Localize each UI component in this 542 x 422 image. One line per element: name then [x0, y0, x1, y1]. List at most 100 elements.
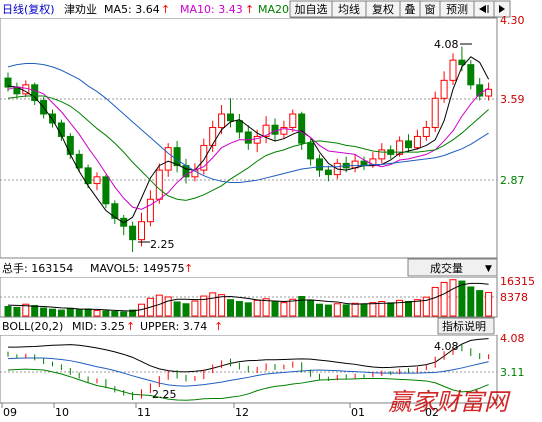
- candle-body: [66, 135, 74, 155]
- volume-bar: [431, 286, 439, 317]
- stock-name: 津劝业: [64, 2, 97, 16]
- toolbar-button-label: 复权: [372, 2, 394, 16]
- toolbar-button-2[interactable]: 复权: [365, 0, 401, 18]
- x-tick-label: 01: [351, 406, 365, 419]
- toolbar: 加自选 均线 复权叠窗预测: [289, 0, 511, 18]
- volume-indicator-dropdown[interactable]: [407, 258, 498, 277]
- toolbar-button-1[interactable]: 均线: [331, 0, 367, 18]
- boll-ytick-high: 4.08: [500, 332, 525, 345]
- volume-bar: [449, 279, 457, 317]
- ma10-label: MA10: 3.43: [180, 3, 243, 16]
- candle: [476, 78, 484, 101]
- volume-bar: [102, 310, 110, 317]
- candle: [13, 82, 21, 99]
- period-label: 日线(复权): [2, 2, 55, 16]
- candle: [351, 154, 359, 173]
- volume-bar: [333, 303, 341, 317]
- candle-body: [431, 97, 439, 128]
- candle-body: [235, 120, 243, 133]
- candle-body: [413, 135, 421, 149]
- volume-bar: [244, 302, 252, 317]
- volume-header-bg: [0, 259, 497, 277]
- volume-bar: [280, 302, 288, 317]
- candle: [271, 118, 279, 141]
- volume-bar: [111, 310, 119, 317]
- mavol5-line: [7, 282, 489, 312]
- x-axis: 09 10 11 12 01 02: [1, 403, 439, 419]
- mavol5-label: MAVOL5: 149575: [90, 262, 185, 275]
- candle-body: [298, 113, 306, 144]
- candle-body: [75, 153, 83, 169]
- candle: [467, 60, 475, 90]
- candle: [57, 119, 65, 141]
- candle-body: [173, 147, 181, 167]
- candle-body: [146, 198, 154, 223]
- volume-bar: [387, 302, 395, 317]
- toolbar-button-5[interactable]: 预测: [439, 0, 475, 18]
- toolbar-button-0[interactable]: 加自选: [289, 0, 333, 18]
- candle: [289, 109, 297, 132]
- candle: [4, 72, 12, 92]
- volume-bar: [4, 305, 12, 317]
- triangle-right-icon[interactable]: [493, 0, 511, 18]
- boll-upper-up-arrow-icon: ↑: [214, 320, 223, 333]
- indicator-help-button[interactable]: [437, 317, 495, 335]
- candle: [431, 91, 439, 132]
- toolbar-button-label: 加自选: [295, 3, 328, 16]
- candle-body: [271, 124, 279, 135]
- candle-body: [49, 113, 56, 124]
- toolbar-button-3[interactable]: 叠: [399, 0, 421, 18]
- candle: [235, 114, 243, 139]
- candle: [173, 140, 181, 173]
- volume-bar: [84, 308, 92, 317]
- volume-bar: [262, 298, 270, 317]
- boll-lines: [7, 338, 490, 401]
- volume-bar: [413, 299, 421, 317]
- volume-bar: [324, 304, 332, 317]
- chevron-down-icon: ▼: [485, 264, 492, 274]
- volume-bar: [351, 302, 359, 317]
- volume-bar: [316, 303, 323, 317]
- boll-high-annotation: 4.08: [434, 340, 459, 353]
- candle: [138, 212, 145, 247]
- ma-line-ma20: [7, 95, 489, 201]
- volume-bar: [298, 295, 306, 317]
- candle: [120, 214, 128, 236]
- candle: [244, 125, 252, 150]
- toolbar-button-4[interactable]: 窗: [419, 0, 441, 18]
- boll-mid-label: MID: 3.25: [72, 320, 125, 333]
- candle-body: [138, 221, 145, 241]
- candle: [405, 134, 412, 153]
- volume-bar: [378, 300, 386, 317]
- candle: [129, 221, 137, 252]
- candle: [102, 174, 110, 209]
- x-tick-label: 10: [55, 406, 69, 419]
- toolbar-button-label: 窗: [425, 2, 436, 16]
- candle-body: [467, 64, 475, 86]
- candle-body: [102, 176, 110, 205]
- volume-bar: [271, 301, 279, 317]
- ma-line-ma5: [7, 56, 490, 224]
- volume-bar: [57, 309, 65, 317]
- candle-body: [218, 113, 226, 128]
- candle-body: [253, 135, 261, 144]
- price-high-annotation: 4.08: [434, 38, 459, 51]
- candle-body: [485, 88, 493, 97]
- price-ytick-mid: 3.59: [500, 93, 525, 106]
- candle: [200, 138, 208, 175]
- arrow-bar-icon[interactable]: [473, 0, 495, 18]
- candle-body: [458, 59, 466, 66]
- volume-bar: [476, 290, 484, 317]
- volume-bar: [40, 307, 48, 317]
- price-low-annotation: 2.25: [150, 238, 175, 251]
- volume-bar: [369, 302, 377, 317]
- candle-body: [4, 77, 12, 88]
- x-tick-label: 02: [425, 406, 439, 419]
- volume-bar: [235, 300, 243, 317]
- candle: [31, 82, 39, 106]
- ma10-up-arrow-icon: ↑: [245, 3, 254, 16]
- candle-body: [280, 126, 288, 135]
- volume-bar: [22, 303, 30, 317]
- volume-bar: [129, 309, 137, 317]
- volume-bar: [405, 300, 412, 317]
